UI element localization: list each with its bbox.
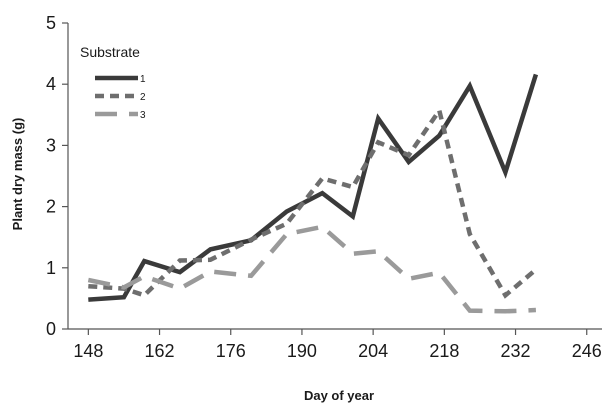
legend-label-3: 3 [140, 110, 146, 121]
x-tick-label: 190 [287, 341, 317, 361]
series-lines [87, 73, 539, 314]
legend: Substrate 1 2 3 [80, 44, 146, 121]
legend-title: Substrate [80, 44, 140, 60]
y-tick-label: 4 [46, 74, 56, 94]
y-tick-label: 1 [46, 258, 56, 278]
x-tick-label: 176 [216, 341, 246, 361]
x-tick-label: 246 [572, 341, 602, 361]
x-axis-title: Day of year [304, 388, 374, 403]
y-tick-label: 5 [46, 13, 56, 33]
x-tick-label: 148 [73, 341, 103, 361]
legend-label-1: 1 [140, 74, 146, 85]
y-tick-label: 0 [46, 319, 56, 339]
x-tick-label: 204 [358, 341, 388, 361]
x-tick-label: 232 [501, 341, 531, 361]
legend-label-2: 2 [140, 92, 146, 103]
y-axis-title: Plant dry mass (g) [10, 118, 25, 231]
axes: 0 1 2 3 4 5 148 162 176 190 204 218 232 246 [46, 13, 602, 361]
series-line-3 [87, 224, 536, 314]
series-line-2 [88, 105, 538, 299]
x-tick-label: 162 [145, 341, 175, 361]
series-line-1 [88, 73, 539, 302]
y-tick-label: 2 [46, 197, 56, 217]
x-tick-label: 218 [429, 341, 459, 361]
y-tick-label: 3 [46, 135, 56, 155]
